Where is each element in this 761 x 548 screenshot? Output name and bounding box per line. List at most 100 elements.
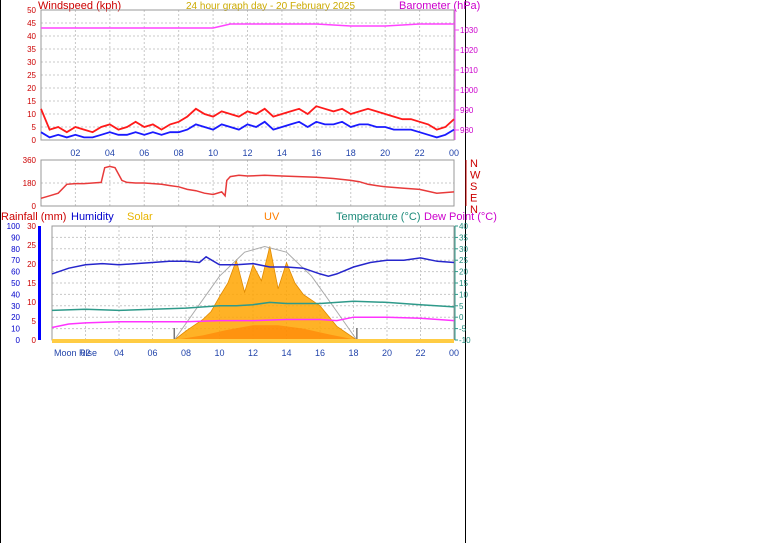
time-tick-06: 06 — [139, 148, 149, 158]
windspeed-label: Windspeed (kph) — [38, 0, 121, 12]
rainfall-tick-0: 0 — [32, 336, 37, 345]
humidity-line — [51, 255, 455, 277]
wind-tick-50: 50 — [27, 6, 36, 15]
legend-dewpoint: Dew Point (°C) — [424, 211, 497, 223]
time-tick-08: 08 — [174, 148, 184, 158]
time-tick-02: 02 — [70, 148, 80, 158]
temperature-tick-35: 35 — [459, 233, 468, 242]
wind-tick-20: 20 — [27, 84, 36, 93]
direction-tick-0: 0 — [32, 202, 37, 211]
barometer-label: Barometer (hPa) — [399, 0, 480, 12]
time-tick-14: 14 — [281, 348, 291, 358]
barometer-tick-990: 990 — [460, 106, 474, 115]
temperature-tick-5: 5 — [459, 302, 464, 311]
humidity-tick-100: 100 — [7, 222, 21, 231]
direction-tick-360: 360 — [23, 156, 37, 165]
humidity-tick-0: 0 — [16, 336, 21, 345]
graph-title: 24 hour graph day - 20 February 2025 — [186, 1, 355, 12]
direction-tick-180: 180 — [23, 179, 37, 188]
wind-tick-35: 35 — [27, 45, 36, 54]
panel3-left-axis: 0 10 20 30 40 50 60 70 80 90 100 0 5 10 15 20 25 30 — [7, 222, 37, 345]
humidity-tick-40: 40 — [11, 290, 20, 299]
temperature-tick-30: 30 — [459, 245, 468, 254]
wind-tick-25: 25 — [27, 71, 36, 80]
humidity-tick-30: 30 — [11, 302, 20, 311]
time-tick-20: 20 — [380, 148, 390, 158]
temperature-tick-20: 20 — [459, 268, 468, 277]
time-tick-08: 08 — [181, 348, 191, 358]
panel2-series — [40, 165, 455, 200]
wind-tick-15: 15 — [27, 97, 36, 106]
time-tick-14: 14 — [277, 148, 287, 158]
barometer-tick-1000: 1000 — [460, 86, 478, 95]
rainfall-axis-bar — [38, 226, 41, 340]
panel1-time-axis: 02 04 06 08 10 12 14 16 18 20 22 00 — [70, 148, 459, 158]
time-tick-04: 04 — [114, 348, 124, 358]
time-tick-12: 12 — [242, 148, 252, 158]
panel1-grid — [41, 9, 455, 141]
time-tick-10: 10 — [214, 348, 224, 358]
legend-temperature: Temperature (°C) — [336, 211, 420, 223]
panel3-right-axis: -10 -5 0 5 10 15 20 25 30 35 40 — [454, 222, 471, 345]
rainfall-tick-10: 10 — [27, 298, 36, 307]
panel2-grid — [41, 159, 455, 207]
legend-uv: UV — [264, 211, 280, 223]
panel3-time-axis: 02 04 06 08 10 12 14 16 18 20 22 00 — [80, 348, 459, 358]
time-tick-16: 16 — [315, 348, 325, 358]
wind-average-line — [40, 120, 455, 139]
time-tick-00: 00 — [449, 348, 459, 358]
temperature-line — [51, 300, 455, 312]
rainfall-tick-30: 30 — [27, 222, 36, 231]
compass-label-4: N — [470, 204, 478, 216]
wind-gust-line — [40, 105, 455, 134]
rainfall-tick-15: 15 — [27, 279, 36, 288]
temperature-tick--5: -5 — [459, 325, 467, 334]
compass-label-2: S — [470, 181, 477, 193]
solar-area — [173, 246, 359, 341]
temperature-tick--10: -10 — [459, 336, 471, 345]
wind-tick-10: 10 — [27, 110, 36, 119]
temperature-tick-25: 25 — [459, 256, 468, 265]
rainfall-tick-5: 5 — [32, 317, 37, 326]
time-tick-06: 06 — [147, 348, 157, 358]
temperature-tick-10: 10 — [459, 290, 468, 299]
compass-label-0: N — [470, 158, 478, 170]
time-tick-02: 02 — [80, 348, 90, 358]
rainfall-tick-25: 25 — [27, 241, 36, 250]
wind-direction-line — [40, 165, 455, 200]
time-tick-12: 12 — [248, 348, 258, 358]
humidity-tick-90: 90 — [11, 233, 20, 242]
time-tick-04: 04 — [105, 148, 115, 158]
temperature-tick-40: 40 — [459, 222, 468, 231]
compass-label-1: W — [470, 170, 481, 182]
wind-tick-45: 45 — [27, 19, 36, 28]
wind-tick-5: 5 — [32, 123, 37, 132]
time-tick-00: 00 — [449, 148, 459, 158]
legend-solar: Solar — [127, 211, 153, 223]
barometer-tick-1030: 1030 — [460, 26, 478, 35]
humidity-tick-50: 50 — [11, 279, 20, 288]
legend-humidity: Humidity — [71, 211, 114, 223]
barometer-tick-1010: 1010 — [460, 66, 478, 75]
legend-rainfall: Rainfall (mm) — [1, 211, 66, 223]
barometer-line — [41, 23, 454, 29]
time-tick-20: 20 — [382, 348, 392, 358]
max-solar-curve — [173, 245, 358, 341]
panel2-frame — [40, 159, 455, 207]
barometer-tick-980: 980 — [460, 126, 474, 135]
time-tick-10: 10 — [208, 148, 218, 158]
panel1-series — [40, 23, 455, 139]
time-tick-22: 22 — [415, 348, 425, 358]
time-axis-bar — [52, 339, 454, 343]
humidity-tick-60: 60 — [11, 268, 20, 277]
dewpoint-line — [51, 316, 455, 329]
time-tick-22: 22 — [415, 148, 425, 158]
panel1-left-axis: 0 5 10 15 20 25 30 35 40 45 50 — [27, 6, 36, 145]
moon-rise-label: Moon Rise — [54, 348, 97, 358]
barometer-tick-1020: 1020 — [460, 46, 478, 55]
wind-tick-30: 30 — [27, 58, 36, 67]
uv-area — [174, 325, 357, 340]
